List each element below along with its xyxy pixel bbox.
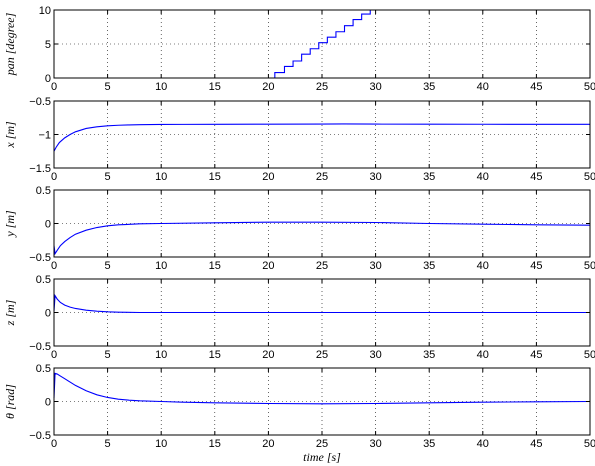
- x-tick-label: 15: [209, 438, 221, 450]
- x-tick-label: 35: [423, 81, 435, 93]
- x-tick-label: 15: [209, 171, 221, 183]
- series-line: [53, 221, 591, 256]
- x-tick-label: 20: [262, 349, 274, 361]
- y-axis-label: z [m]: [3, 299, 17, 326]
- x-tick-label: 10: [155, 171, 167, 183]
- chart-panel-2: 0 5 10 15 20 25 30 35 40 45 50 −1.5 −1 −0.5 x [m]: [3, 96, 595, 183]
- x-tick-label: 25: [316, 260, 328, 272]
- x-tick-label: 35: [423, 349, 435, 361]
- x-tick-label: 10: [155, 438, 167, 450]
- x-tick-label: 50: [584, 438, 595, 450]
- x-tick-label: 20: [262, 438, 274, 450]
- x-tick-label: 5: [105, 438, 111, 450]
- x-tick-label: 40: [477, 171, 489, 183]
- y-tick-label: 10: [39, 5, 51, 17]
- y-tick-label: −0.5: [29, 341, 51, 353]
- x-tick-label: 5: [105, 81, 111, 93]
- x-tick-label: 20: [262, 260, 274, 272]
- x-tick-label: 30: [369, 438, 381, 450]
- x-tick-label: 45: [530, 438, 542, 450]
- x-tick-label: 40: [477, 260, 489, 272]
- y-axis-label: pan [degree]: [3, 12, 17, 76]
- x-tick-label: 35: [423, 171, 435, 183]
- y-tick-label: 0: [45, 73, 51, 85]
- x-tick-label: 45: [530, 349, 542, 361]
- x-tick-label: 0: [51, 260, 57, 272]
- y-axis-label: θ [rad]: [3, 384, 17, 419]
- x-tick-label: 35: [423, 438, 435, 450]
- x-tick-label: 40: [477, 438, 489, 450]
- y-tick-label: 0: [45, 397, 51, 409]
- x-tick-label: 15: [209, 260, 221, 272]
- series-line: [54, 9, 590, 79]
- chart-panel-3: 0 5 10 15 20 25 30 35 40 45 50−0.500.5y [m]: [3, 185, 595, 272]
- x-tick-label: 25: [316, 349, 328, 361]
- chart-panel-4: 0 5 10 15 20 25 30 35 40 45 50−0.500.5z [m]: [3, 274, 595, 361]
- x-tick-label: 20: [262, 171, 274, 183]
- chart-panel-5: 0 5 10 15 20 25 30 35 40 45 50−0.500.5θ [rad]time …: [3, 363, 595, 464]
- y-tick-label: −1.5: [29, 163, 51, 175]
- x-tick-label: 30: [369, 260, 381, 272]
- x-tick-label: 5: [105, 260, 111, 272]
- x-axis-label: time [s]: [303, 450, 341, 464]
- x-tick-label: 25: [316, 171, 328, 183]
- x-tick-label: 25: [316, 438, 328, 450]
- x-tick-label: 50: [584, 349, 595, 361]
- y-axis-label: y [m]: [3, 210, 17, 238]
- x-tick-label: 45: [530, 81, 542, 93]
- x-tick-label: 45: [530, 260, 542, 272]
- y-tick-label: 0: [45, 308, 51, 320]
- x-tick-label: 45: [530, 171, 542, 183]
- x-tick-label: 5: [105, 171, 111, 183]
- x-tick-label: 0: [51, 171, 57, 183]
- y-tick-label: −1: [38, 130, 51, 142]
- x-tick-label: 20: [262, 81, 274, 93]
- x-tick-label: 15: [209, 81, 221, 93]
- y-tick-label: −0.5: [29, 430, 51, 442]
- x-tick-label: 50: [584, 260, 595, 272]
- y-tick-label: −0.5: [29, 252, 51, 264]
- x-tick-label: 35: [423, 260, 435, 272]
- x-tick-label: 25: [316, 81, 328, 93]
- x-tick-label: 10: [155, 81, 167, 93]
- x-tick-label: 0: [51, 349, 57, 361]
- x-tick-label: 40: [477, 81, 489, 93]
- series-line: [53, 123, 590, 152]
- series-line: [53, 372, 591, 405]
- x-tick-label: 40: [477, 349, 489, 361]
- x-tick-label: 30: [369, 349, 381, 361]
- chart-panel-1: 0 5 10 15 20 25 30 35 40 45 50 0 5 10 pan [degree]: [3, 5, 595, 93]
- x-tick-label: 50: [584, 81, 595, 93]
- y-tick-label: 5: [45, 39, 51, 51]
- y-tick-label: 0.5: [36, 274, 51, 286]
- x-tick-label: 10: [155, 260, 167, 272]
- y-tick-label: 0: [45, 219, 51, 231]
- x-tick-label: 15: [209, 349, 221, 361]
- y-axis-label: x [m]: [3, 121, 17, 149]
- x-tick-label: 0: [51, 438, 57, 450]
- x-tick-label: 0: [51, 81, 57, 93]
- y-tick-label: −0.5: [29, 96, 51, 108]
- x-tick-label: 10: [155, 349, 167, 361]
- x-tick-label: 30: [369, 171, 381, 183]
- x-tick-label: 30: [369, 81, 381, 93]
- x-tick-label: 50: [584, 171, 595, 183]
- x-tick-label: 5: [105, 349, 111, 361]
- series-line: [53, 294, 590, 314]
- y-tick-label: 0.5: [36, 185, 51, 197]
- y-tick-label: 0.5: [36, 363, 51, 375]
